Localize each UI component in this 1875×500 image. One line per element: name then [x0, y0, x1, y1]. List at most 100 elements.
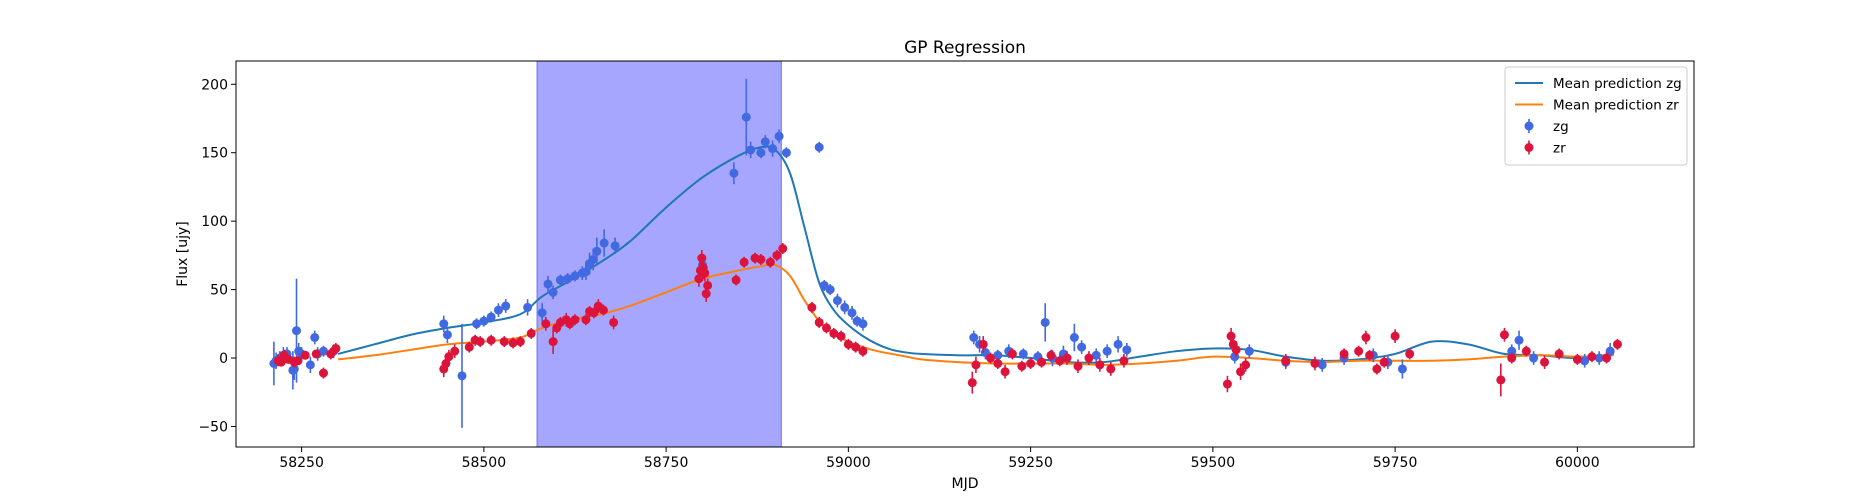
data-point: [814, 317, 824, 327]
data-point: [993, 350, 1003, 360]
y-tick-label: 150: [201, 146, 228, 162]
legend: Mean prediction zg Mean prediction zr zg zr: [1504, 66, 1688, 166]
data-point: [610, 241, 620, 251]
data-point: [746, 145, 756, 155]
data-point: [1113, 339, 1123, 349]
data-point: [1605, 346, 1615, 356]
data-point: [978, 339, 988, 349]
data-point: [836, 331, 846, 341]
data-point: [1241, 360, 1251, 370]
data-point: [971, 360, 981, 370]
data-point: [1361, 332, 1371, 342]
data-point: [1521, 346, 1531, 356]
data-point: [310, 332, 320, 342]
data-point: [1055, 356, 1065, 366]
data-point: [537, 308, 547, 318]
data-point: [493, 305, 503, 315]
data-point: [592, 246, 602, 256]
data-point: [741, 112, 751, 122]
data-point: [300, 350, 310, 360]
y-tick-label: 200: [201, 77, 228, 93]
data-point: [701, 289, 711, 299]
data-point: [457, 371, 467, 381]
data-point: [570, 271, 580, 281]
data-point: [1017, 361, 1027, 371]
y-tick-label: −50: [198, 419, 228, 435]
data-point: [1007, 349, 1017, 359]
data-point: [993, 359, 1003, 369]
data-point: [1496, 375, 1506, 385]
data-point: [1317, 360, 1327, 370]
legend-label: zr: [1553, 141, 1566, 157]
data-point: [1084, 353, 1094, 363]
legend-entry: Mean prediction zr: [1515, 98, 1679, 114]
y-axis-label: Flux [ujy]: [175, 221, 191, 287]
data-point: [1018, 349, 1028, 359]
data-point: [1499, 330, 1509, 340]
data-point: [1026, 359, 1036, 369]
data-point: [1507, 346, 1517, 356]
data-point: [1529, 353, 1539, 363]
data-point: [1594, 353, 1604, 363]
data-point: [772, 250, 782, 260]
data-point: [543, 279, 553, 289]
data-point: [1069, 332, 1079, 342]
data-point: [508, 338, 518, 348]
legend-swatch: [1524, 121, 1534, 131]
data-point: [840, 302, 850, 312]
data-point: [523, 302, 533, 312]
data-point: [781, 148, 791, 158]
data-point: [729, 168, 739, 178]
data-point: [1281, 356, 1291, 366]
data-point: [1077, 342, 1087, 352]
data-point: [311, 349, 321, 359]
highlight-region: [536, 61, 782, 447]
data-point: [765, 257, 775, 267]
data-point: [581, 267, 591, 277]
data-point: [739, 257, 749, 267]
data-point: [1310, 359, 1320, 369]
data-point: [541, 319, 551, 329]
data-point: [1106, 364, 1116, 374]
legend-box: [1504, 66, 1688, 166]
data-point: [756, 148, 766, 158]
data-point: [1119, 356, 1129, 366]
data-point: [609, 317, 619, 327]
plot-frame: [235, 60, 1695, 448]
data-point: [555, 275, 565, 285]
data-point: [479, 316, 489, 326]
x-tick-label: 59500: [1191, 455, 1236, 471]
data-point: [807, 302, 817, 312]
data-point: [1091, 350, 1101, 360]
data-point: [598, 305, 608, 315]
data-point: [858, 346, 868, 356]
legend-label: Mean prediction zr: [1553, 98, 1679, 114]
data-point: [548, 287, 558, 297]
data-point: [1602, 353, 1612, 363]
legend-swatch: [1524, 143, 1534, 152]
data-point: [1365, 350, 1375, 360]
data-point: [843, 339, 853, 349]
data-point: [1236, 367, 1246, 377]
data-point: [581, 315, 591, 325]
data-point: [778, 244, 788, 254]
x-tick-label: 58500: [462, 455, 507, 471]
data-point: [814, 142, 824, 152]
data-point: [1390, 331, 1400, 341]
data-point: [1587, 352, 1597, 362]
legend-entry: zr: [1524, 140, 1566, 157]
data-point: [821, 323, 831, 333]
data-point: [986, 353, 996, 363]
data-point: [486, 312, 496, 322]
data-point: [703, 280, 713, 290]
x-tick-label: 60000: [1555, 455, 1600, 471]
data-point: [526, 328, 536, 338]
data-point: [825, 285, 835, 295]
data-point: [1095, 360, 1105, 370]
data-point: [599, 238, 609, 248]
x-tick-label: 59250: [1008, 455, 1053, 471]
data-point: [858, 319, 868, 329]
data-point: [1379, 357, 1389, 367]
data-point: [318, 346, 328, 356]
data-point: [442, 330, 452, 340]
